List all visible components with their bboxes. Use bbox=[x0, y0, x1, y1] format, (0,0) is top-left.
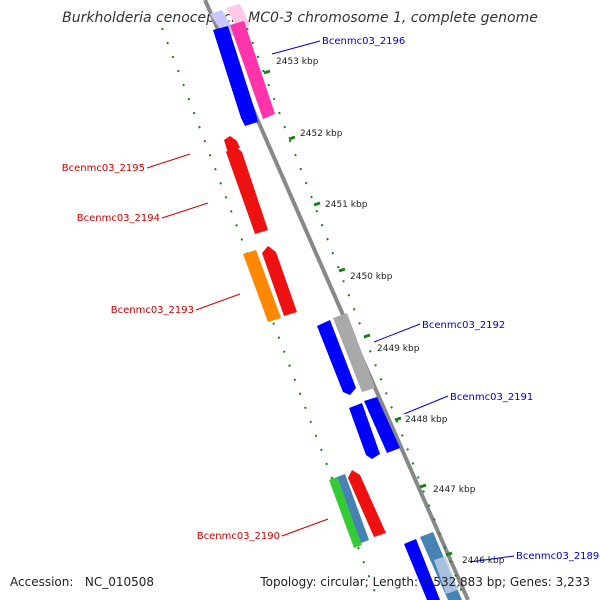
gene-label-2193[interactable]: Bcenmc03_2193 bbox=[111, 305, 194, 316]
gene-label-2192[interactable]: Bcenmc03_2192 bbox=[422, 320, 505, 331]
leader-2194 bbox=[161, 202, 209, 219]
tick-2448 bbox=[394, 416, 402, 422]
tick-2452 bbox=[288, 135, 296, 141]
leader-2195 bbox=[146, 153, 191, 169]
gene-feature-2190-group bbox=[329, 470, 386, 548]
gene-feature-2189-ghost[interactable] bbox=[434, 556, 458, 594]
gene-label-2191[interactable]: Bcenmc03_2191 bbox=[450, 392, 533, 403]
gene-feature-2194-arrow[interactable] bbox=[226, 144, 268, 234]
genome-stats: Topology: circular; Length: 3,532,883 bp… bbox=[260, 575, 590, 589]
accession-value: NC_010508 bbox=[84, 575, 155, 589]
gene-label-2196[interactable]: Bcenmc03_2196 bbox=[322, 36, 405, 47]
gene-feature-2194 bbox=[226, 144, 268, 234]
tick-2446 bbox=[445, 551, 453, 557]
ruler-label-2450: 2450 kbp bbox=[350, 272, 393, 282]
topology-value: circular bbox=[320, 575, 365, 589]
gene-feature-2191-pair bbox=[349, 397, 400, 459]
gene-label-2190[interactable]: Bcenmc03_2190 bbox=[197, 531, 280, 542]
leader-2192 bbox=[373, 323, 421, 343]
gene-feature-2192-b[interactable] bbox=[333, 313, 375, 392]
ruler-label-2448: 2448 kbp bbox=[405, 415, 448, 425]
ruler-label-2453: 2453 kbp bbox=[276, 57, 319, 67]
gene-feature-2195-arrow[interactable] bbox=[224, 136, 240, 150]
gene-feature-2190-green[interactable] bbox=[329, 477, 362, 548]
gene-label-2195[interactable]: Bcenmc03_2195 bbox=[62, 163, 145, 174]
ruler-label-2451: 2451 kbp bbox=[325, 200, 368, 210]
gene-feature-2195 bbox=[224, 136, 240, 150]
gene-feature-2196-pair bbox=[210, 4, 275, 126]
gene-feature-2189[interactable] bbox=[404, 539, 440, 600]
ruler-ticks bbox=[263, 69, 453, 557]
gene-feature-2193[interactable] bbox=[243, 250, 281, 322]
leader-2193 bbox=[195, 293, 241, 311]
leader-2191 bbox=[403, 395, 449, 415]
tick-2447 bbox=[419, 483, 427, 489]
ruler-label-2452: 2452 kbp bbox=[300, 129, 343, 139]
map-title: Burkholderia cenocepacia MC0-3 chromosom… bbox=[62, 10, 538, 26]
gene-feature-2192-pair bbox=[317, 313, 375, 395]
topology-label: Topology: bbox=[260, 575, 317, 589]
genes-value: 3,233 bbox=[555, 575, 590, 589]
ruler-dotted-right bbox=[246, 27, 466, 600]
gene-feature-2190-steel[interactable] bbox=[337, 474, 369, 543]
leader-2196 bbox=[271, 40, 321, 55]
accession-label: Accession: bbox=[10, 575, 74, 589]
accession-info: Accession: NC_010508 bbox=[10, 575, 154, 589]
gene-feature-2196[interactable] bbox=[213, 26, 258, 126]
gene-feature-2192[interactable] bbox=[317, 320, 356, 395]
gene-feature-2191-b[interactable] bbox=[364, 397, 400, 453]
gene-label-2189[interactable]: Bcenmc03_2189 bbox=[516, 551, 599, 562]
tick-2449 bbox=[363, 333, 371, 339]
gene-feature-2196-b[interactable] bbox=[230, 21, 275, 119]
gene-label-2194[interactable]: Bcenmc03_2194 bbox=[77, 213, 160, 224]
ruler-label-2446: 2446 kbp bbox=[462, 556, 505, 566]
length-value: 3,532,883 bp bbox=[421, 575, 502, 589]
length-label: Length: bbox=[372, 575, 419, 589]
gene-feature-2189-pair bbox=[404, 532, 462, 600]
ruler-label-2447: 2447 kbp bbox=[433, 485, 476, 495]
tick-2453 bbox=[263, 69, 271, 75]
tick-2450 bbox=[338, 267, 346, 273]
gene-feature-2191[interactable] bbox=[349, 403, 380, 459]
ruler-label-2449: 2449 kbp bbox=[377, 344, 420, 354]
gene-feature-2190[interactable] bbox=[348, 470, 386, 537]
leader-2190 bbox=[281, 518, 329, 537]
gene-feature-2193-pair bbox=[243, 246, 297, 322]
gene-feature-2193-b[interactable] bbox=[262, 246, 297, 316]
tick-2451 bbox=[313, 201, 321, 207]
genes-label: Genes: bbox=[509, 575, 552, 589]
leader-2189 bbox=[469, 555, 515, 563]
